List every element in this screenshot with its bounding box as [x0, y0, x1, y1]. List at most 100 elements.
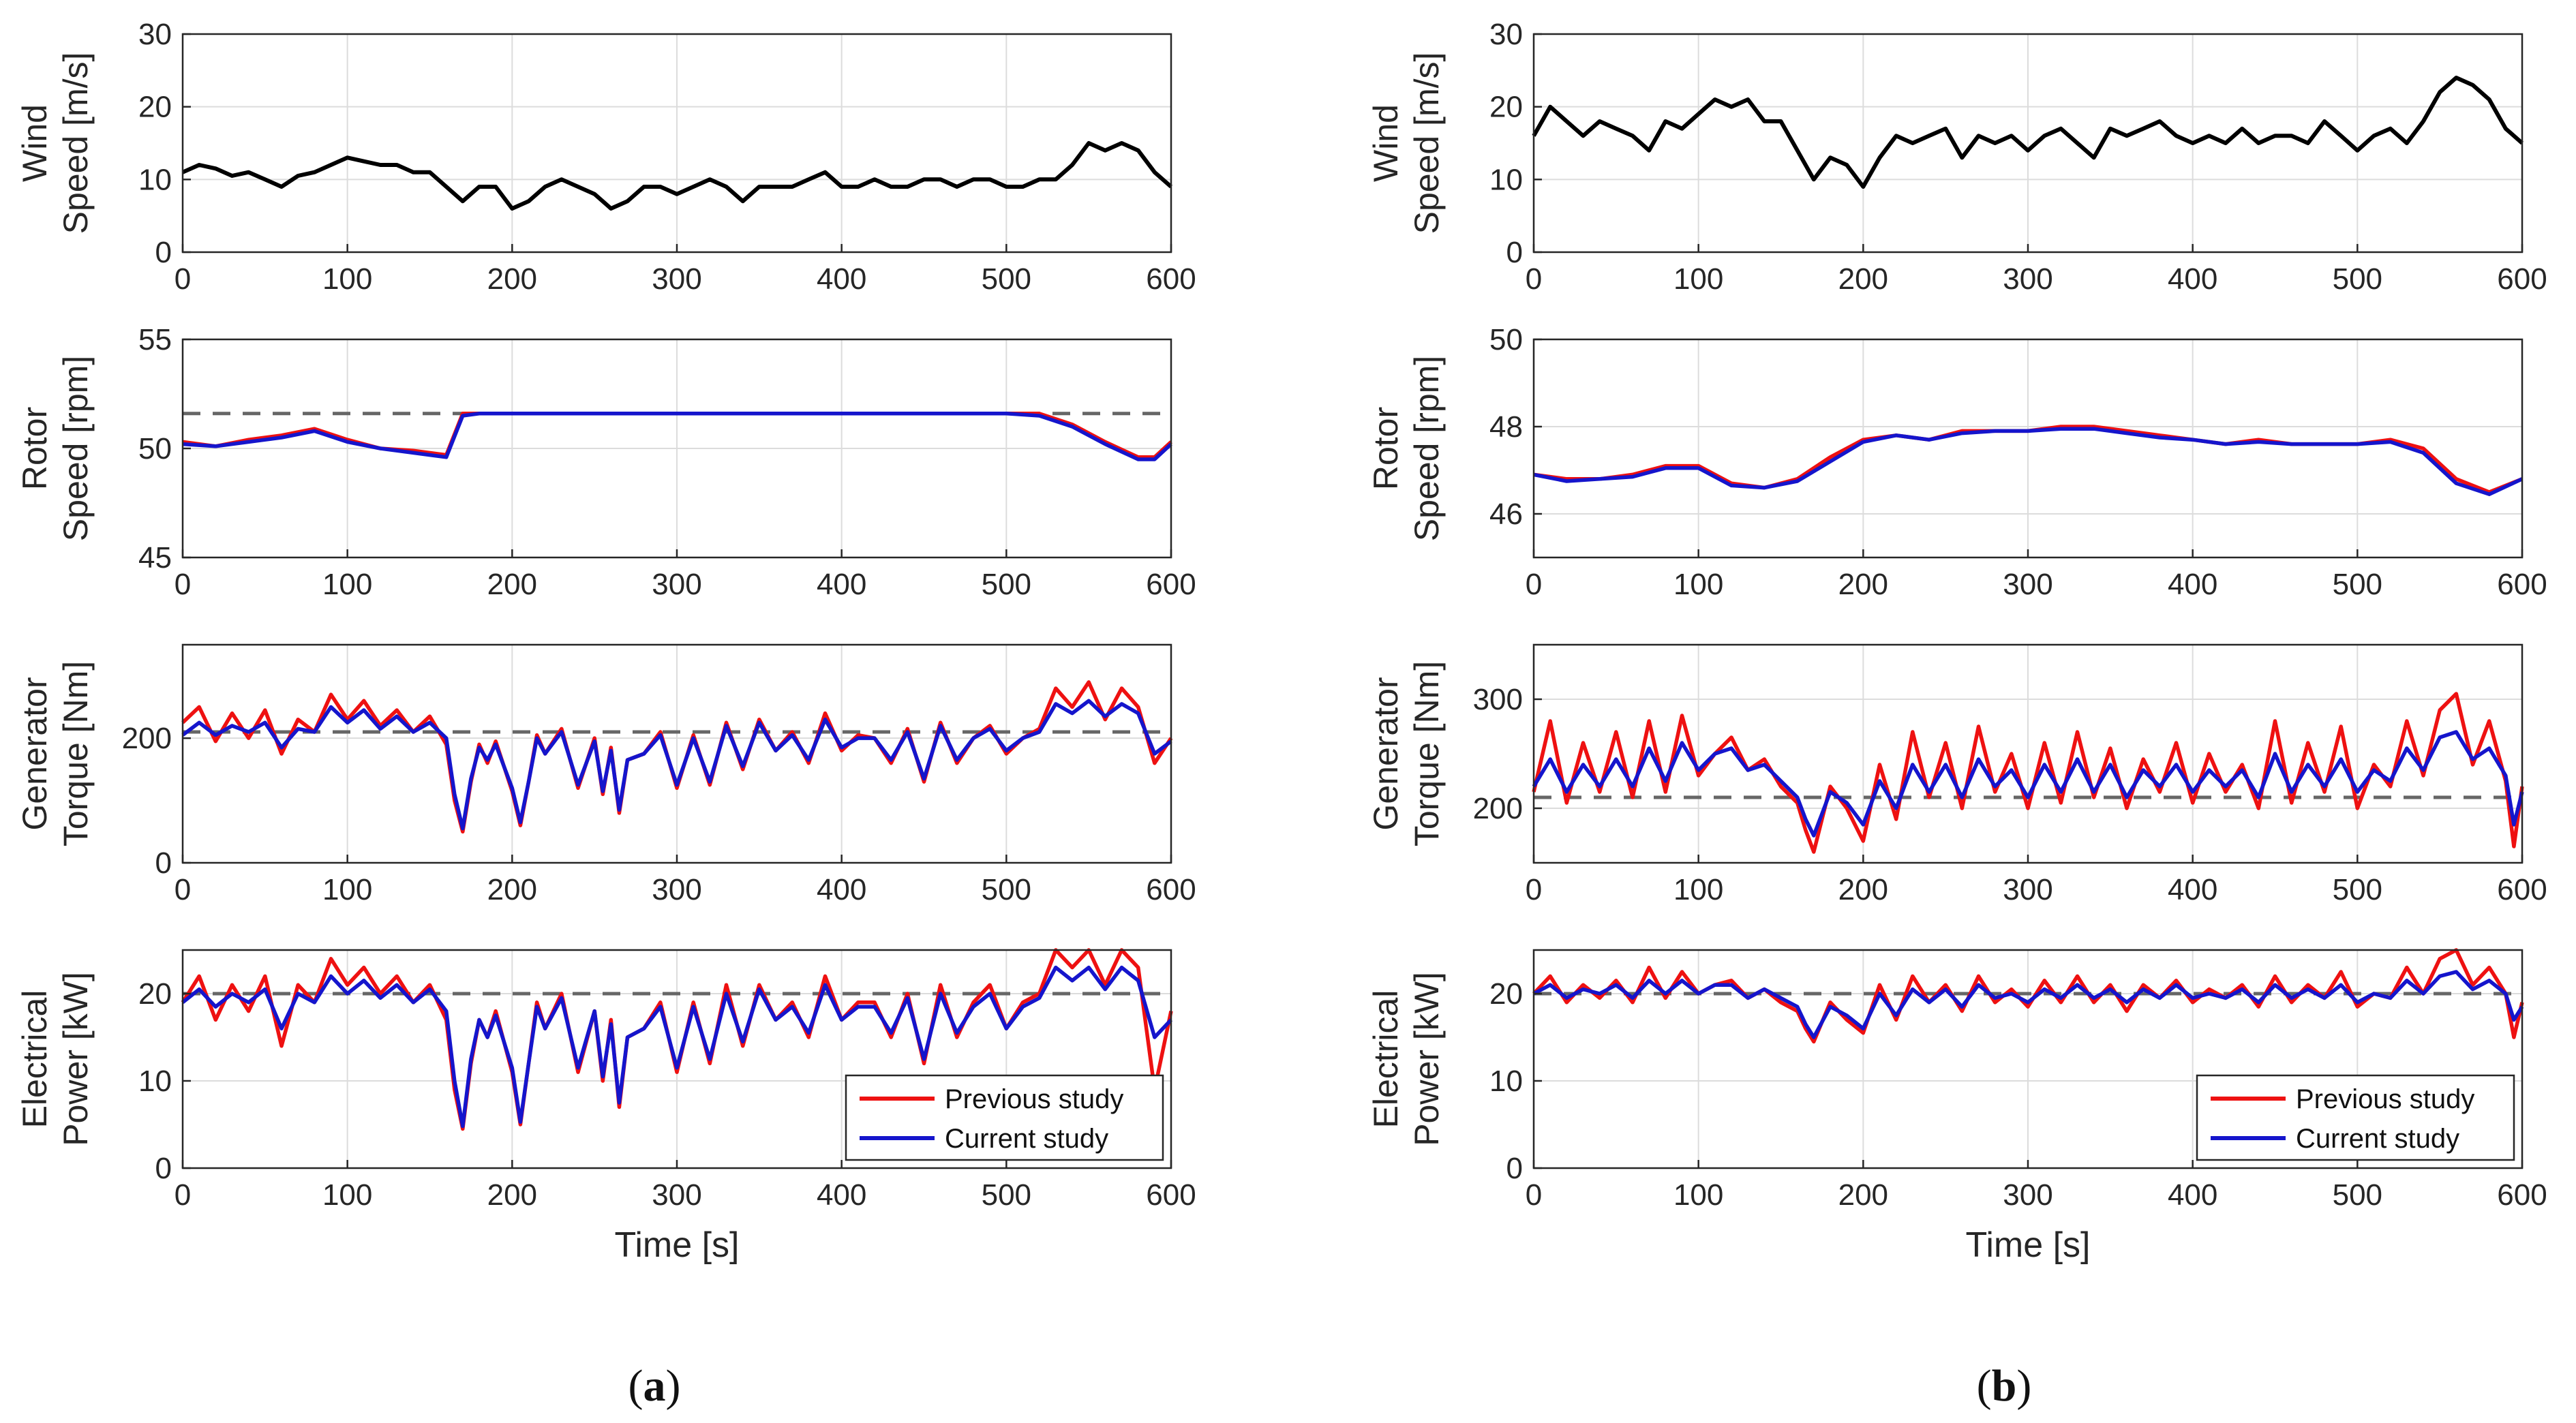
y-tick-label: 200 — [122, 722, 172, 755]
x-axis-label: Time [s] — [1966, 1225, 2091, 1265]
y-axis-label: Torque [Nm] — [57, 661, 95, 846]
x-tick-label: 300 — [652, 873, 701, 906]
x-tick-label: 400 — [2168, 1178, 2217, 1212]
y-axis-label: Generator — [16, 677, 54, 830]
y-tick-label: 0 — [155, 1152, 172, 1185]
legend-box — [845, 1074, 1164, 1161]
x-tick-label: 600 — [1146, 873, 1196, 906]
panel-b-row1: 0 100 200 300 400 500 600 0 10 20 30 Wind Speed [m/s… — [1367, 18, 2547, 296]
y-axis-label: Power [kW] — [57, 972, 95, 1146]
y-tick-label: 0 — [155, 236, 172, 269]
y-axis-label: Speed [rpm] — [57, 356, 95, 541]
x-tick-label: 300 — [652, 568, 701, 601]
x-tick-label: 100 — [322, 568, 372, 601]
x-tick-label: 600 — [1146, 262, 1196, 296]
x-tick-label: 200 — [487, 568, 537, 601]
caption-a: (a) — [628, 1361, 681, 1411]
x-tick-label: 600 — [2497, 1178, 2547, 1212]
x-tick-label: 0 — [1526, 568, 1542, 601]
y-tick-label: 10 — [138, 1065, 172, 1098]
x-tick-label: 200 — [1838, 873, 1888, 906]
legend: Previous study Current study — [845, 1074, 1164, 1161]
series-line-current — [1532, 730, 2524, 838]
y-axis-label: Electrical — [1367, 990, 1405, 1129]
y-tick-label: 20 — [138, 91, 172, 124]
y-tick-label: 0 — [1506, 236, 1523, 269]
x-tick-label: 600 — [1146, 568, 1196, 601]
x-tick-label: 200 — [487, 873, 537, 906]
series-line-wind — [181, 141, 1172, 211]
y-tick-label: 20 — [1489, 91, 1523, 124]
y-tick-label: 55 — [138, 323, 172, 356]
x-tick-label: 500 — [2333, 262, 2382, 296]
x-tick-label: 200 — [1838, 568, 1888, 601]
x-tick-label: 100 — [322, 1178, 372, 1212]
y-axis-label: Rotor — [1367, 407, 1405, 490]
y-tick-label: 300 — [1473, 683, 1523, 716]
x-tick-label: 400 — [817, 1178, 866, 1212]
x-tick-label: 400 — [817, 873, 866, 906]
x-tick-label: 600 — [2497, 262, 2547, 296]
legend-box — [2196, 1074, 2515, 1161]
panel-b-row4: 0 100 200 300 400 500 600 0 10 20 Electrical Power … — [1367, 948, 2547, 1265]
y-tick-label: 10 — [1489, 1065, 1523, 1098]
y-tick-label: 48 — [1489, 410, 1523, 444]
legend-label-current: Current study — [945, 1124, 1108, 1154]
x-tick-label: 400 — [817, 568, 866, 601]
y-tick-label: 30 — [1489, 18, 1523, 51]
y-axis-label: Torque [Nm] — [1408, 661, 1446, 846]
x-tick-label: 300 — [652, 1178, 701, 1212]
series-line-current — [181, 699, 1172, 831]
panel-a-row2: 0 100 200 300 400 500 600 45 50 55 Rotor Speed [rpm… — [16, 323, 1196, 601]
x-tick-label: 400 — [2168, 873, 2217, 906]
x-tick-label: 0 — [1526, 262, 1542, 296]
y-tick-label: 30 — [138, 18, 172, 51]
x-tick-label: 400 — [2168, 262, 2217, 296]
x-tick-label: 200 — [487, 262, 537, 296]
x-tick-label: 100 — [1673, 873, 1723, 906]
x-tick-label: 300 — [2003, 262, 2052, 296]
x-tick-label: 0 — [175, 1178, 191, 1212]
y-tick-label: 0 — [1506, 1152, 1523, 1185]
series-line-current — [1532, 970, 2524, 1039]
y-tick-label: 46 — [1489, 498, 1523, 531]
x-tick-label: 300 — [2003, 873, 2052, 906]
series-line-wind — [1532, 76, 2524, 189]
y-axis-label: Speed [m/s] — [57, 52, 95, 234]
x-tick-label: 300 — [652, 262, 701, 296]
y-axis-label: Electrical — [16, 990, 54, 1129]
x-tick-label: 500 — [2333, 1178, 2382, 1212]
legend-label-previous: Previous study — [2296, 1084, 2474, 1114]
x-tick-label: 100 — [322, 873, 372, 906]
x-tick-label: 400 — [2168, 568, 2217, 601]
y-tick-label: 50 — [138, 432, 172, 465]
x-tick-label: 0 — [175, 873, 191, 906]
y-tick-label: 10 — [1489, 163, 1523, 196]
x-tick-label: 200 — [487, 1178, 537, 1212]
x-tick-label: 600 — [2497, 873, 2547, 906]
legend: Previous study Current study — [2196, 1074, 2515, 1161]
x-tick-label: 200 — [1838, 1178, 1888, 1212]
x-tick-label: 100 — [322, 262, 372, 296]
x-tick-label: 300 — [2003, 568, 2052, 601]
y-tick-label: 50 — [1489, 323, 1523, 356]
x-tick-label: 100 — [1673, 262, 1723, 296]
x-tick-label: 600 — [1146, 1178, 1196, 1212]
legend-label-previous: Previous study — [945, 1084, 1123, 1114]
y-tick-label: 45 — [138, 541, 172, 575]
x-tick-label: 600 — [2497, 568, 2547, 601]
y-axis-label: Power [kW] — [1408, 972, 1446, 1146]
x-tick-label: 400 — [817, 262, 866, 296]
x-tick-label: 0 — [175, 568, 191, 601]
panel-b-row3: 0 100 200 300 400 500 600 200 300 Generator Torque… — [1367, 643, 2547, 906]
x-tick-label: 500 — [982, 873, 1031, 906]
y-axis-label: Rotor — [16, 407, 54, 490]
y-tick-label: 0 — [155, 846, 172, 880]
y-axis-label: Wind — [16, 104, 54, 182]
y-tick-label: 10 — [138, 163, 172, 196]
x-tick-label: 200 — [1838, 262, 1888, 296]
x-tick-label: 500 — [982, 568, 1031, 601]
series-line-current — [1533, 427, 2524, 496]
x-axis-label: Time [s] — [615, 1225, 740, 1265]
